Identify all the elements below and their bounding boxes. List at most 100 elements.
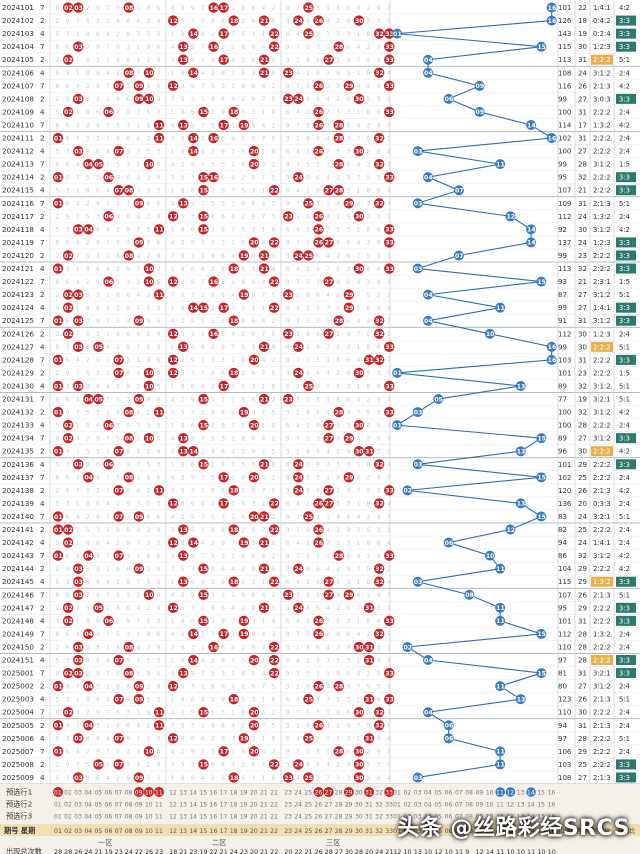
red-ball xyxy=(293,171,304,183)
omission-value: 3 xyxy=(251,344,255,351)
omission-value: 5 xyxy=(336,736,340,743)
omission-value: 9 xyxy=(286,553,290,560)
red-ball xyxy=(293,472,304,483)
red-ball-number: 03 xyxy=(74,292,83,299)
blue-ball xyxy=(536,511,547,522)
omission-value: 2 xyxy=(272,357,276,364)
omission-value: 1 xyxy=(387,605,391,612)
forecast-number: 26 xyxy=(315,801,323,808)
red-column-header: 23 xyxy=(284,828,292,835)
omission-value: 9 xyxy=(191,122,195,129)
omission-value: 8 xyxy=(367,344,371,351)
omission-value: 9 xyxy=(157,331,161,338)
omission-value: 8 xyxy=(211,762,215,769)
omission-value: 2 xyxy=(86,435,90,442)
omission-value: 7 xyxy=(296,435,300,442)
red-ball xyxy=(113,654,124,666)
omission-value: 4 xyxy=(231,762,235,769)
red-ball xyxy=(248,746,260,757)
omission-value: 3 xyxy=(221,396,225,403)
red-ball xyxy=(228,263,239,274)
omission-value: 1 xyxy=(326,749,330,756)
omission-value: 4 xyxy=(356,553,360,560)
zone-ratio: 2:2:2 xyxy=(593,657,611,665)
zone-ratio: 3:2:1 xyxy=(593,670,611,678)
blue-ball-number: 04 xyxy=(424,292,433,299)
omission-value: 5 xyxy=(211,710,215,717)
red-ball xyxy=(333,185,344,196)
red-ball-number: 22 xyxy=(270,501,279,508)
zone-ratio: 1:2:3 xyxy=(593,43,611,51)
omission-value: 8 xyxy=(56,83,60,90)
omission-value: 5 xyxy=(367,527,371,534)
omission-value: 9 xyxy=(286,5,290,12)
omission-value: 4 xyxy=(76,553,80,560)
omission-value: 5 xyxy=(211,631,215,638)
omission-value: 6 xyxy=(66,161,70,168)
red-ball xyxy=(133,693,145,705)
red-ball xyxy=(62,106,74,118)
omission-value: 6 xyxy=(221,409,225,416)
red-ball-number: 29 xyxy=(345,201,354,208)
omission-value: 1 xyxy=(106,57,110,64)
omission-value: 5 xyxy=(241,305,245,312)
red-ball xyxy=(228,106,239,118)
span-value: 25 xyxy=(578,474,587,482)
omission-value: 3 xyxy=(251,618,255,625)
omission-value: 4 xyxy=(326,605,330,612)
forecast-number: 25 xyxy=(304,801,312,808)
red-ball-number: 20 xyxy=(250,475,259,482)
blue-ball-number: 04 xyxy=(424,57,433,64)
omission-value: 5 xyxy=(306,279,310,286)
red-ball-number: 25 xyxy=(304,5,313,12)
red-ball xyxy=(52,720,64,731)
red-ball-number: 13 xyxy=(179,44,188,51)
omission-value: 6 xyxy=(191,383,195,390)
red-ball-number: 24 xyxy=(294,488,303,495)
blue-column-header: 15 xyxy=(537,828,545,835)
red-ball xyxy=(268,641,280,653)
omission-value: 6 xyxy=(346,710,350,717)
span-value: 23 xyxy=(578,369,587,377)
forecast-number: 03 xyxy=(74,789,82,796)
omission-value: 5 xyxy=(181,96,185,103)
omission-value: 4 xyxy=(201,344,205,351)
red-ball xyxy=(373,563,385,574)
period-label: 2024148 xyxy=(2,616,34,625)
omission-value: 2 xyxy=(367,475,371,482)
red-ball-number: 24 xyxy=(294,605,303,612)
red-ball-number: 09 xyxy=(135,775,144,782)
omission-value: 9 xyxy=(96,670,100,677)
omission-value: 8 xyxy=(146,670,150,677)
omission-value: 3 xyxy=(157,383,161,390)
red-column-header: 20 xyxy=(250,828,258,835)
omission-value: 4 xyxy=(296,227,300,234)
red-ball-number: 10 xyxy=(145,70,154,77)
omission-value: 2 xyxy=(211,227,215,234)
period-label: 2025008 xyxy=(2,760,34,769)
omission-value: 2 xyxy=(116,227,120,234)
sum-value: 120 xyxy=(558,487,571,495)
omission-value: 2 xyxy=(336,644,340,651)
omission-value: 4 xyxy=(136,605,140,612)
appear-total-value: 28 xyxy=(64,848,72,854)
omission-value: 9 xyxy=(157,214,161,221)
omission-value: 4 xyxy=(296,31,300,38)
red-ball xyxy=(268,654,280,666)
blue-ball xyxy=(484,328,495,339)
blue-ball-number: 15 xyxy=(537,44,546,51)
odd-even-ratio: 3:3 xyxy=(619,17,630,25)
omission-value: 6 xyxy=(157,83,161,90)
red-ball-number: 26 xyxy=(315,527,324,534)
red-ball-number: 33 xyxy=(385,344,394,351)
period-label: 2024133 xyxy=(2,421,34,430)
omission-value: 4 xyxy=(356,670,360,677)
omission-value: 6 xyxy=(66,631,70,638)
period-label: 2024144 xyxy=(2,564,34,573)
forecast-blue-number: 08 xyxy=(465,813,473,820)
red-ball xyxy=(153,224,165,235)
omission-value: 3 xyxy=(377,409,381,416)
omission-value: 4 xyxy=(136,214,140,221)
omission-value: 6 xyxy=(316,644,320,651)
omission-value: 1 xyxy=(136,670,140,677)
